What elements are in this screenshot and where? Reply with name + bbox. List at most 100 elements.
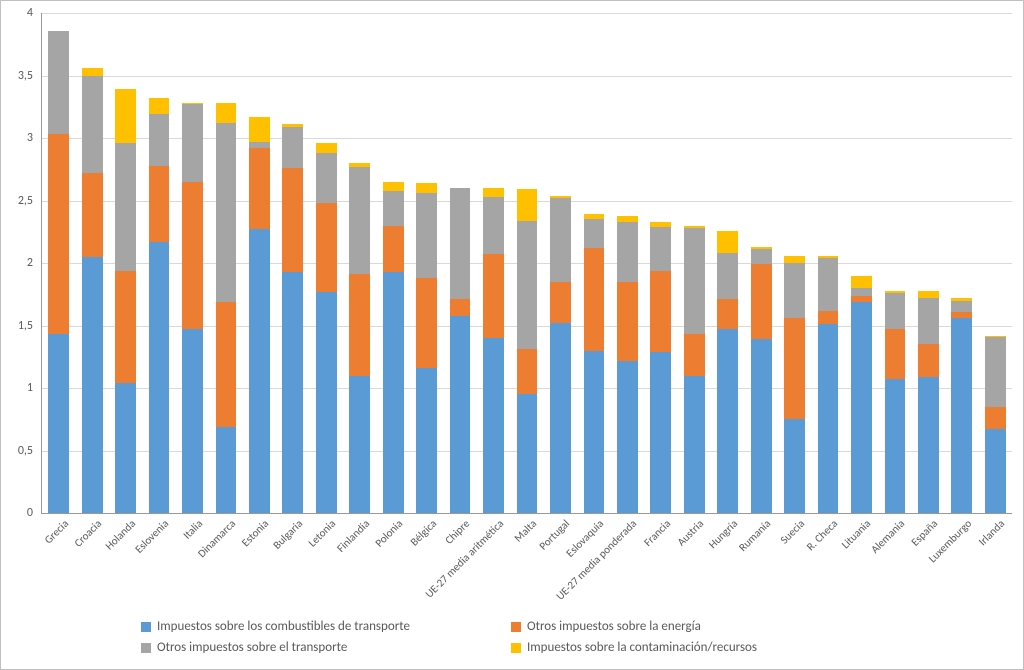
bar-segment-fuel — [985, 429, 1006, 513]
bar-segment-transport — [149, 114, 170, 165]
gridline — [42, 76, 1012, 77]
bar-segment-energy — [784, 318, 805, 419]
bar-segment-fuel — [450, 316, 471, 514]
bar-segment-transport — [951, 301, 972, 312]
bar-segment-transport — [717, 253, 738, 299]
bar-segment-energy — [149, 166, 170, 242]
bar-segment-fuel — [282, 272, 303, 513]
bar-segment-transport — [316, 153, 337, 203]
bar-segment-fuel — [416, 368, 437, 513]
bar-segment-energy — [182, 182, 203, 330]
bar-segment-pollution — [249, 117, 270, 142]
bar-segment-fuel — [684, 376, 705, 514]
bar-segment-fuel — [951, 318, 972, 513]
bar-segment-energy — [249, 148, 270, 229]
bar-segment-pollution — [851, 276, 872, 289]
bar-segment-energy — [851, 296, 872, 302]
bar-segment-pollution — [349, 163, 370, 167]
bar-segment-fuel — [717, 329, 738, 513]
bar-segment-energy — [48, 134, 69, 334]
bar-segment-energy — [650, 271, 671, 352]
bar-segment-fuel — [216, 427, 237, 513]
bar-segment-fuel — [818, 324, 839, 513]
bar-segment-energy — [82, 173, 103, 257]
bar-segment-pollution — [115, 89, 136, 143]
y-tick-label: 2 — [3, 256, 33, 270]
bar-segment-pollution — [216, 103, 237, 123]
bar-segment-pollution — [483, 188, 504, 197]
bar-segment-transport — [751, 249, 772, 264]
bar-segment-energy — [584, 248, 605, 351]
bar-segment-transport — [416, 193, 437, 278]
y-tick-label: 3 — [3, 131, 33, 145]
bar-segment-pollution — [182, 103, 203, 104]
tax-chart: Impuestos sobre los combustibles de tran… — [0, 0, 1024, 670]
y-tick-label: 0,5 — [3, 444, 33, 458]
bar-segment-pollution — [584, 214, 605, 219]
bar-segment-fuel — [617, 361, 638, 514]
bar-segment-energy — [450, 299, 471, 315]
bar-segment-transport — [182, 104, 203, 182]
bar-segment-pollution — [383, 182, 404, 191]
y-tick-label: 2,5 — [3, 194, 33, 208]
bar-segment-fuel — [115, 383, 136, 513]
bar-segment-transport — [550, 198, 571, 282]
bar-segment-pollution — [684, 226, 705, 229]
plot-area — [41, 13, 1012, 514]
bar-segment-pollution — [951, 298, 972, 301]
bar-segment-pollution — [751, 247, 772, 250]
bar-segment-energy — [550, 282, 571, 323]
bar-segment-pollution — [149, 98, 170, 114]
bar-segment-fuel — [349, 376, 370, 514]
bar-segment-energy — [818, 311, 839, 325]
gridline — [42, 13, 1012, 14]
bar-segment-transport — [383, 191, 404, 226]
bar-segment-pollution — [550, 196, 571, 199]
bar-segment-pollution — [784, 256, 805, 264]
bar-segment-transport — [684, 228, 705, 334]
bar-segment-transport — [483, 197, 504, 255]
bar-segment-transport — [851, 288, 872, 296]
bar-segment-pollution — [717, 231, 738, 254]
bar-segment-fuel — [885, 379, 906, 513]
bar-segment-fuel — [784, 419, 805, 513]
bar-segment-fuel — [383, 272, 404, 513]
bar-segment-fuel — [550, 323, 571, 513]
bar-segment-pollution — [316, 143, 337, 153]
bar-segment-fuel — [249, 229, 270, 513]
y-tick-label: 3,5 — [3, 69, 33, 83]
bar-segment-fuel — [918, 377, 939, 513]
bar-segment-transport — [216, 123, 237, 302]
bar-segment-fuel — [851, 302, 872, 513]
bar-segment-pollution — [517, 189, 538, 220]
bar-segment-transport — [584, 219, 605, 248]
bar-segment-energy — [985, 407, 1006, 430]
y-tick-label: 4 — [3, 6, 33, 20]
bar-segment-pollution — [416, 183, 437, 193]
y-tick-label: 1 — [3, 381, 33, 395]
bar-segment-transport — [818, 258, 839, 311]
bar-segment-energy — [349, 274, 370, 375]
bar-segment-transport — [784, 263, 805, 318]
bar-segment-fuel — [751, 339, 772, 513]
bar-segment-pollution — [650, 222, 671, 227]
bar-segment-energy — [316, 203, 337, 292]
y-tick-label: 0 — [3, 506, 33, 520]
bar-segment-transport — [650, 227, 671, 271]
bar-segment-pollution — [818, 256, 839, 259]
bar-segment-pollution — [617, 216, 638, 222]
bar-segment-transport — [349, 167, 370, 275]
bar-segment-energy — [751, 264, 772, 339]
bar-segment-fuel — [517, 394, 538, 513]
bar-segment-fuel — [149, 242, 170, 513]
bar-segment-energy — [216, 302, 237, 427]
bar-segment-fuel — [650, 352, 671, 513]
bar-segment-transport — [885, 293, 906, 329]
bar-segment-transport — [82, 76, 103, 174]
bar-segment-transport — [617, 222, 638, 282]
bar-segment-transport — [918, 298, 939, 344]
bar-segment-energy — [483, 254, 504, 338]
y-tick-label: 1,5 — [3, 319, 33, 333]
bar-segment-energy — [951, 312, 972, 318]
bar-segment-fuel — [82, 257, 103, 513]
